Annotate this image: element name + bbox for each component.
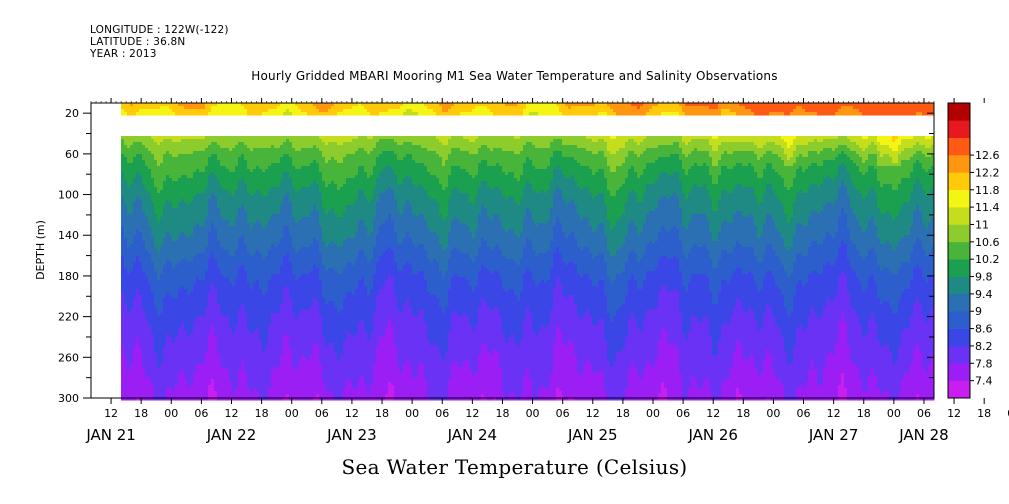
temperature-depth-plot: 12 18 00 06 12 18 00 06 12 18 00 06 12 18 00 06 12 18 00 06… xyxy=(0,0,1009,504)
